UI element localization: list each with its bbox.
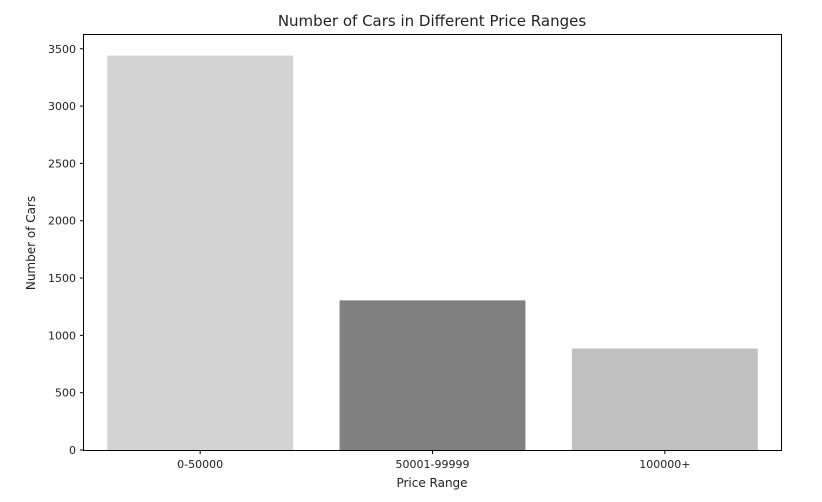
y-tick-label: 1500 bbox=[48, 272, 76, 285]
bars-group bbox=[107, 55, 758, 450]
y-tick-label: 2500 bbox=[48, 157, 76, 170]
y-tick-label: 2000 bbox=[48, 215, 76, 228]
x-tick-label: 100000+ bbox=[639, 458, 690, 471]
x-tick-label: 0-50000 bbox=[177, 458, 223, 471]
plot-frame bbox=[83, 34, 782, 451]
y-tick-label: 0 bbox=[69, 444, 76, 457]
y-tick-label: 3500 bbox=[48, 43, 76, 56]
x-tick-label: 50001-99999 bbox=[396, 458, 470, 471]
bar-2 bbox=[571, 348, 758, 450]
y-axis: 0 500 1000 1500 2000 2500 3000 3500 bbox=[48, 43, 84, 457]
chart-title: Number of Cars in Different Price Ranges bbox=[278, 12, 587, 30]
y-tick-label: 3000 bbox=[48, 100, 76, 113]
x-axis-label: Price Range bbox=[396, 476, 467, 490]
bar-0 bbox=[107, 55, 294, 450]
y-axis-label: Number of Cars bbox=[24, 196, 38, 290]
bar-1 bbox=[339, 300, 526, 450]
y-tick-label: 500 bbox=[55, 387, 76, 400]
y-tick-label: 1000 bbox=[48, 329, 76, 342]
x-axis: 0-50000 50001-99999 100000+ bbox=[177, 450, 690, 471]
